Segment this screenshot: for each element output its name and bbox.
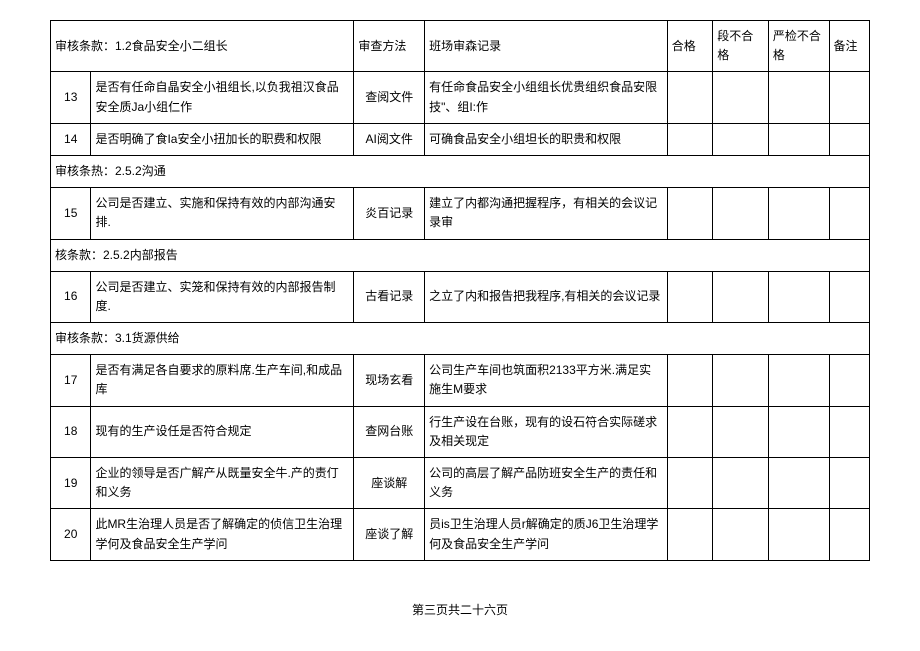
- row-num: 14: [51, 123, 91, 155]
- row-remark: [829, 72, 870, 123]
- row-question: 是否有满足各自要求的原料席.生产车间,和成品库: [91, 355, 354, 406]
- row-pass: [667, 509, 713, 560]
- row-question: 是否明确了食Ia安全小扭加长的职费和权限: [91, 123, 354, 155]
- table-row: 20 此MR生治理人员是否了解确定的侦信卫生治理学何及食品安全生产学问 座谈了解…: [51, 509, 870, 560]
- section-title: 核条款：2.5.2内部报告: [51, 239, 870, 271]
- row-strict: [768, 406, 829, 457]
- row-remark: [829, 188, 870, 239]
- section-title: 审核条热：2.5.2沟通: [51, 155, 870, 187]
- row-num: 16: [51, 271, 91, 322]
- row-method: 座谈了解: [354, 509, 425, 560]
- row-record: 员is卫生治理人员r解确定的质J6卫生治理学何及食品安全生产学问: [425, 509, 668, 560]
- row-remark: [829, 509, 870, 560]
- row-question: 此MR生治理人员是否了解确定的侦信卫生治理学何及食品安全生产学问: [91, 509, 354, 560]
- row-method: AI阅文件: [354, 123, 425, 155]
- row-partial: [713, 271, 769, 322]
- col-header-method: 审查方法: [354, 21, 425, 72]
- row-num: 18: [51, 406, 91, 457]
- row-partial: [713, 509, 769, 560]
- table-row: 15 公司是否建立、实施和保持有效的内部沟通安排. 炎百记录 建立了内都沟通把握…: [51, 188, 870, 239]
- col-header-strict: 严检不合格: [768, 21, 829, 72]
- row-partial: [713, 355, 769, 406]
- row-strict: [768, 458, 829, 509]
- row-remark: [829, 355, 870, 406]
- row-num: 15: [51, 188, 91, 239]
- table-row: 19 企业的领导是否广解产从既量安全牛.产的责仃和义务 座谈解 公司的高层了解产…: [51, 458, 870, 509]
- table-row: 18 现有的生产设任是否符合规定 查网台账 行生产设在台账，现有的设石符合实际磋…: [51, 406, 870, 457]
- row-num: 17: [51, 355, 91, 406]
- row-remark: [829, 458, 870, 509]
- row-strict: [768, 271, 829, 322]
- row-record: 可确食品安全小组坦长的职贵和权限: [425, 123, 668, 155]
- row-method: 查网台账: [354, 406, 425, 457]
- row-partial: [713, 188, 769, 239]
- row-question: 公司是否建立、实施和保持有效的内部沟通安排.: [91, 188, 354, 239]
- row-record: 之立了内和报告把我程序,有相关的会议记录: [425, 271, 668, 322]
- row-question: 企业的领导是否广解产从既量安全牛.产的责仃和义务: [91, 458, 354, 509]
- table-header-row: 审核条款：1.2食品安全小二组长 审查方法 班场审森记录 合格 段不合格 严检不…: [51, 21, 870, 72]
- row-remark: [829, 406, 870, 457]
- row-record: 行生产设在台账，现有的设石符合实际磋求及相关现定: [425, 406, 668, 457]
- row-method: 现场玄看: [354, 355, 425, 406]
- row-record: 建立了内都沟通把握程序，有相关的会议记录审: [425, 188, 668, 239]
- row-question: 是否有任命自晶安全小祖组长,以负我祖汉食品安全质Ja小组仁作: [91, 72, 354, 123]
- row-strict: [768, 72, 829, 123]
- row-strict: [768, 123, 829, 155]
- row-partial: [713, 72, 769, 123]
- row-pass: [667, 72, 713, 123]
- row-method: 古看记录: [354, 271, 425, 322]
- table-row: 17 是否有满足各自要求的原料席.生产车间,和成品库 现场玄看 公司生产车间也筑…: [51, 355, 870, 406]
- row-record: 公司的高层了解产品防班安全生产的责任和义务: [425, 458, 668, 509]
- table-row: 16 公司是否建立、实笼和保持有效的内部报告制度. 古看记录 之立了内和报告把我…: [51, 271, 870, 322]
- section-row: 审核条热：2.5.2沟通: [51, 155, 870, 187]
- row-pass: [667, 355, 713, 406]
- row-pass: [667, 123, 713, 155]
- row-record: 有任命食品安全小组组长优贵组织食品安限技"、组I:作: [425, 72, 668, 123]
- col-header-record: 班场审森记录: [425, 21, 668, 72]
- row-remark: [829, 271, 870, 322]
- row-strict: [768, 188, 829, 239]
- row-question: 公司是否建立、实笼和保持有效的内部报告制度.: [91, 271, 354, 322]
- row-method: 座谈解: [354, 458, 425, 509]
- row-question: 现有的生产设任是否符合规定: [91, 406, 354, 457]
- row-pass: [667, 188, 713, 239]
- row-partial: [713, 458, 769, 509]
- row-pass: [667, 406, 713, 457]
- audit-table: 审核条款：1.2食品安全小二组长 审查方法 班场审森记录 合格 段不合格 严检不…: [50, 20, 870, 561]
- row-num: 19: [51, 458, 91, 509]
- row-partial: [713, 406, 769, 457]
- row-partial: [713, 123, 769, 155]
- row-method: 炎百记录: [354, 188, 425, 239]
- row-record: 公司生产车间也筑面积2133平方米.满足实施生M要求: [425, 355, 668, 406]
- row-pass: [667, 271, 713, 322]
- row-strict: [768, 355, 829, 406]
- col-header-pass: 合格: [667, 21, 713, 72]
- section-row: 审核条款：3.1货源供给: [51, 323, 870, 355]
- col-header-remark: 备注: [829, 21, 870, 72]
- col-header-partial: 段不合格: [713, 21, 769, 72]
- section-title: 审核条款：1.2食品安全小二组长: [51, 21, 354, 72]
- row-num: 20: [51, 509, 91, 560]
- table-row: 14 是否明确了食Ia安全小扭加长的职费和权限 AI阅文件 可确食品安全小组坦长…: [51, 123, 870, 155]
- row-method: 查阅文件: [354, 72, 425, 123]
- section-title: 审核条款：3.1货源供给: [51, 323, 870, 355]
- section-row: 核条款：2.5.2内部报告: [51, 239, 870, 271]
- row-num: 13: [51, 72, 91, 123]
- table-row: 13 是否有任命自晶安全小祖组长,以负我祖汉食品安全质Ja小组仁作 查阅文件 有…: [51, 72, 870, 123]
- row-strict: [768, 509, 829, 560]
- page-footer: 第三页共二十六页: [50, 601, 870, 618]
- row-pass: [667, 458, 713, 509]
- row-remark: [829, 123, 870, 155]
